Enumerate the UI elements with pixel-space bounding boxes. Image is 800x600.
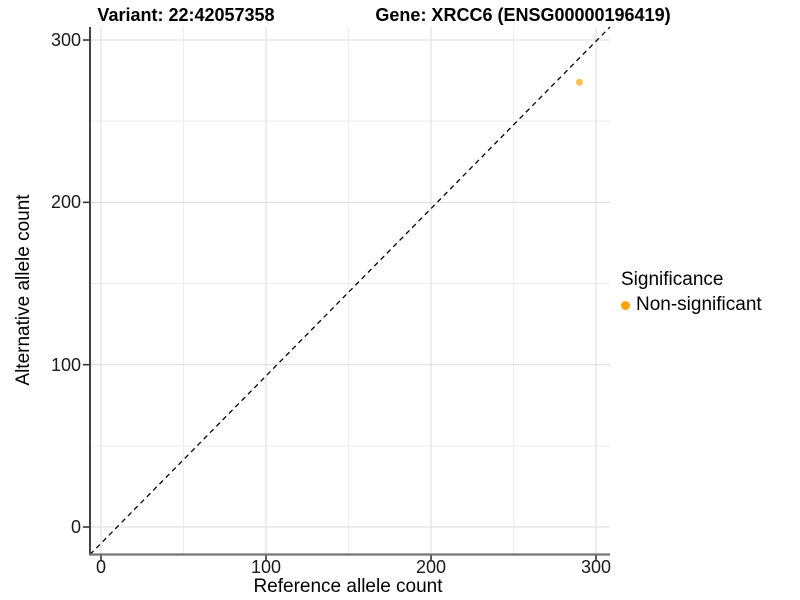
- x-axis-title: Reference allele count: [253, 576, 443, 597]
- y-tick-label-100: 100: [50, 354, 81, 375]
- y-tick-label-300: 300: [50, 30, 81, 50]
- plot-title-gene: Gene: XRCC6 (ENSG00000196419): [375, 5, 671, 25]
- data-point-non-significant: [576, 78, 583, 86]
- y-axis-title: Alternative allele count: [13, 194, 34, 386]
- legend-item-label: Non-significant: [636, 294, 762, 315]
- y-tick-label-0: 0: [70, 517, 81, 537]
- x-tick-label-0: 0: [95, 557, 107, 577]
- legend-key-dot-icon: [621, 300, 630, 310]
- legend-title: Significance: [621, 269, 724, 290]
- legend: Significance Non-significant: [621, 269, 762, 316]
- identity-dashed-line: [89, 26, 611, 555]
- x-tick-label-200: 200: [415, 557, 447, 577]
- legend-item-non-significant: Non-significant: [621, 294, 762, 316]
- y-tick-label-200: 200: [50, 192, 81, 213]
- x-tick-label-300: 300: [580, 557, 612, 577]
- plot-title-variant: Variant: 22:42057358: [97, 5, 275, 25]
- x-tick-label-100: 100: [250, 557, 282, 577]
